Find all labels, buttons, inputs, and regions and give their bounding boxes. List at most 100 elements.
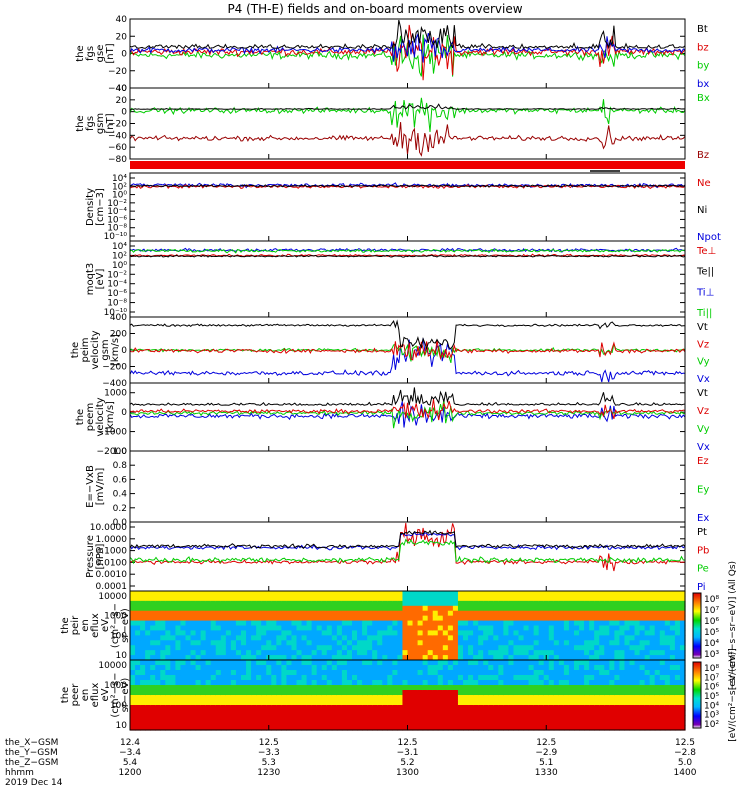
heatmap-cell: [463, 695, 469, 701]
heatmap-cell: [256, 660, 262, 666]
heatmap-cell: [503, 620, 510, 627]
heatmap-cell: [326, 680, 333, 686]
heatmap-cell: [574, 605, 580, 612]
heatmap-cell: [281, 650, 288, 656]
colorbar-peer_eflux: [692, 661, 702, 729]
heatmap-cell: [316, 675, 323, 681]
heatmap-cell: [639, 635, 646, 641]
heatmap-cell: [210, 695, 217, 701]
heatmap-cell: [185, 605, 192, 612]
ytick-fgs_gsm-0: 40: [116, 84, 128, 94]
legend-temp-1: Te||: [696, 267, 714, 278]
heatmap-cell: [447, 690, 454, 696]
heatmap-cell: [160, 615, 166, 622]
heatmap-cell: [674, 690, 681, 696]
heatmap-cell: [346, 620, 353, 627]
heatmap-cell: [523, 640, 530, 646]
heatmap-cell: [594, 695, 600, 701]
heatmap-cell: [508, 710, 515, 716]
heatmap-cell: [341, 675, 348, 681]
heatmap-cell: [589, 690, 595, 696]
heatmap-cell: [261, 725, 267, 731]
heatmap-cell: [463, 615, 469, 622]
heatmap-cell: [281, 670, 288, 676]
heatmap-cell: [170, 610, 177, 617]
heatmap-cell: [649, 600, 656, 607]
heatmap-cell: [140, 600, 146, 607]
heatmap-cell: [674, 605, 681, 612]
heatmap-cell: [619, 600, 626, 607]
heatmap-cell: [558, 635, 565, 641]
heatmap-cell: [291, 591, 298, 597]
heatmap-cell: [508, 720, 515, 726]
heatmap-cell: [336, 605, 343, 612]
heatmap-cell: [659, 595, 666, 602]
heatmap-cell: [589, 685, 595, 691]
heatmap-cell: [574, 595, 580, 602]
heatmap-cell: [210, 650, 217, 656]
heatmap-cell: [478, 591, 484, 597]
heatmap-cell: [654, 635, 661, 641]
heatmap-cell: [397, 680, 404, 686]
heatmap-cell: [584, 630, 590, 636]
heatmap-cell: [478, 600, 484, 607]
heatmap-cell: [220, 615, 227, 622]
heatmap-cell: [261, 660, 267, 666]
heatmap-cell: [654, 705, 661, 711]
heatmap-cell: [417, 665, 424, 671]
heatmap-cell: [336, 695, 343, 701]
heatmap-cell: [387, 595, 393, 602]
heatmap-cell: [180, 635, 187, 641]
heatmap-cell: [362, 670, 368, 676]
heatmap-cell: [543, 630, 550, 636]
heatmap-cell: [160, 591, 166, 597]
heatmap-cell: [412, 705, 419, 711]
heatmap-cell: [130, 685, 136, 691]
heatmap-cell: [321, 720, 328, 726]
heatmap-cell: [452, 640, 459, 646]
heatmap-cell: [311, 695, 318, 701]
heatmap-cell: [664, 650, 671, 656]
heatmap-cell: [251, 591, 257, 597]
heatmap-cell: [463, 595, 469, 602]
heatmap-cell: [341, 615, 348, 622]
trace-peim_vel-1: [129, 342, 685, 364]
heatmap-cell: [614, 640, 621, 646]
heatmap-cell: [301, 690, 308, 696]
heatmap-cell: [679, 650, 686, 656]
heatmap-cell: [609, 610, 615, 617]
heatmap-cell: [538, 645, 545, 651]
heatmap-cell: [508, 650, 515, 656]
heatmap-cell: [215, 690, 222, 696]
heatmap-cell: [417, 595, 424, 602]
heatmap-cell: [150, 630, 156, 636]
heatmap-cell: [659, 670, 666, 676]
heatmap-cell: [664, 635, 671, 641]
heatmap-cell: [543, 670, 550, 676]
heatmap-cell: [523, 705, 530, 711]
heatmap-cell: [558, 700, 565, 706]
heatmap-cell: [407, 690, 414, 696]
heatmap-cell: [447, 591, 454, 597]
heatmap-cell: [609, 640, 615, 646]
heatmap-cell: [659, 605, 666, 612]
colorbar-tick-peir_eflux-0: 10⁸: [704, 595, 719, 605]
heatmap-cell: [412, 605, 419, 612]
heatmap-cell: [291, 625, 298, 632]
heatmap-cell: [220, 685, 227, 691]
heatmap-cell: [150, 685, 156, 691]
heatmap-cell: [402, 620, 409, 627]
heatmap-cell: [664, 675, 671, 681]
heatmap-cell: [503, 635, 510, 641]
heatmap-cell: [155, 620, 161, 627]
heatmap-cell: [392, 610, 399, 617]
heatmap-cell: [478, 680, 484, 686]
heatmap-cell: [220, 605, 227, 612]
heatmap-cell: [367, 630, 373, 636]
heatmap-cell: [584, 655, 590, 661]
heatmap-cell: [346, 630, 353, 636]
heatmap-cell: [276, 720, 282, 726]
heatmap-cell: [589, 670, 595, 676]
heatmap-cell: [473, 650, 479, 656]
heatmap-cell: [180, 610, 187, 617]
